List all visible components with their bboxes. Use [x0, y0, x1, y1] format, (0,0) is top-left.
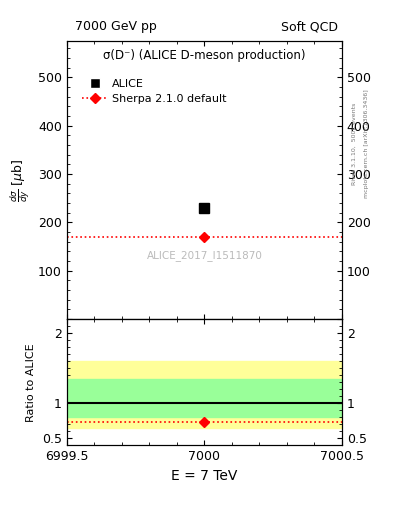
Text: σ(D⁻) (ALICE D-meson production): σ(D⁻) (ALICE D-meson production) [103, 49, 306, 62]
Bar [67, 379, 342, 417]
Legend: ALICE, Sherpa 2.1.0 default: ALICE, Sherpa 2.1.0 default [78, 74, 231, 109]
Text: 7000 GeV pp: 7000 GeV pp [75, 20, 156, 33]
Text: ALICE_2017_I1511870: ALICE_2017_I1511870 [147, 250, 262, 261]
X-axis label: E = 7 TeV: E = 7 TeV [171, 469, 237, 483]
Text: mcplots.cern.ch [arXiv:1306.3436]: mcplots.cern.ch [arXiv:1306.3436] [364, 89, 369, 198]
Text: Rivet 3.1.10,  500k events: Rivet 3.1.10, 500k events [352, 102, 357, 184]
Bar [67, 361, 342, 428]
Y-axis label: Ratio to ALICE: Ratio to ALICE [26, 343, 37, 421]
Y-axis label: $\frac{d\sigma}{dy}$ [$\mu$b]: $\frac{d\sigma}{dy}$ [$\mu$b] [9, 158, 32, 202]
Text: Soft QCD: Soft QCD [281, 20, 338, 33]
